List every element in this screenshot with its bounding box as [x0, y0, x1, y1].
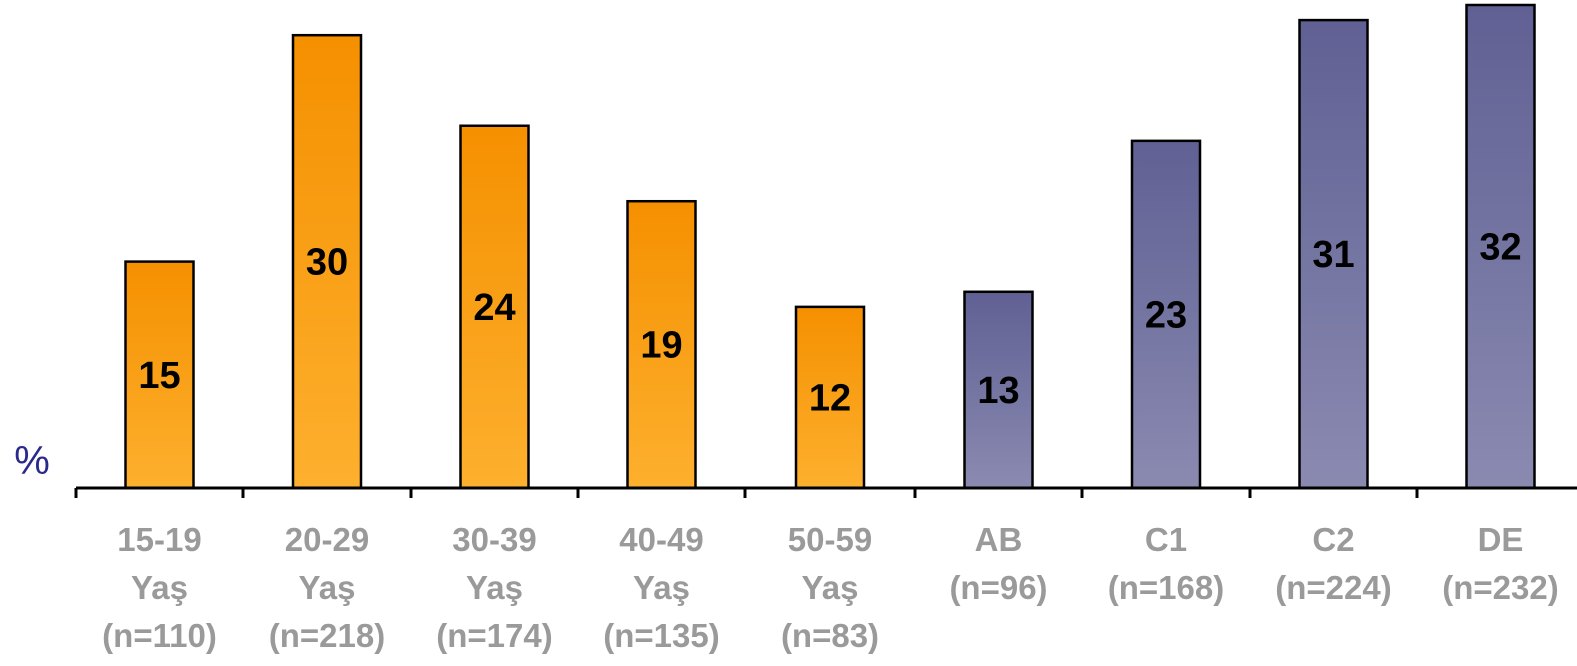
category-label-line: 50-59	[788, 521, 872, 558]
category-label-line: (n=110)	[102, 617, 217, 654]
category-label-line: 20-29	[285, 521, 369, 558]
value-label: 12	[809, 377, 851, 419]
value-label: 30	[306, 242, 348, 284]
category-label-line: Yaş	[131, 569, 188, 606]
category-label: 50-59 Yaş (n=83)	[781, 521, 879, 654]
value-label: 13	[977, 370, 1019, 412]
value-label: 31	[1312, 234, 1354, 276]
category-label: C2 (n=224)	[1275, 521, 1391, 606]
category-label-line: (n=168)	[1108, 569, 1224, 606]
category-label-line: (n=232)	[1442, 569, 1558, 606]
category-label-line: (n=96)	[949, 569, 1047, 606]
category-label-line: C2	[1312, 521, 1354, 558]
category-label-line: 15-19	[117, 521, 201, 558]
category-label-line: 40-49	[619, 521, 703, 558]
category-label: 30-39 Yaş (n=174)	[436, 521, 552, 654]
category-label-line: (n=224)	[1275, 569, 1391, 606]
category-label-line: (n=174)	[436, 617, 552, 654]
category-label: 40-49 Yaş (n=135)	[603, 521, 719, 654]
category-label-line: (n=83)	[781, 617, 879, 654]
category-label-line: Yaş	[633, 569, 690, 606]
value-label: 19	[640, 325, 682, 367]
category-label-line: Yaş	[466, 569, 523, 606]
category-label-line: (n=135)	[603, 617, 719, 654]
category-label-line: C1	[1145, 521, 1187, 558]
category-label-line: 30-39	[452, 521, 536, 558]
category-label-line: DE	[1478, 521, 1524, 558]
x-axis	[76, 488, 1577, 498]
value-label: 23	[1145, 294, 1187, 336]
category-label: 20-29 Yaş (n=218)	[269, 521, 385, 654]
category-label: C1 (n=168)	[1108, 521, 1224, 606]
value-label: 15	[138, 355, 180, 397]
category-label: 15-19 Yaş (n=110)	[102, 521, 217, 654]
value-label: 32	[1479, 227, 1521, 269]
category-label: DE (n=232)	[1442, 521, 1558, 606]
category-label-line: AB	[975, 521, 1023, 558]
category-label-line: (n=218)	[269, 617, 385, 654]
category-label-line: Yaş	[299, 569, 356, 606]
category-labels-layer: 15-19 Yaş (n=110) 20-29 Yaş (n=218) 30-39 Yaş (n…	[102, 521, 1559, 654]
category-label: AB (n=96)	[949, 521, 1047, 606]
value-label: 24	[473, 287, 515, 329]
category-label-line: Yaş	[802, 569, 859, 606]
y-unit-label: %	[14, 439, 50, 483]
